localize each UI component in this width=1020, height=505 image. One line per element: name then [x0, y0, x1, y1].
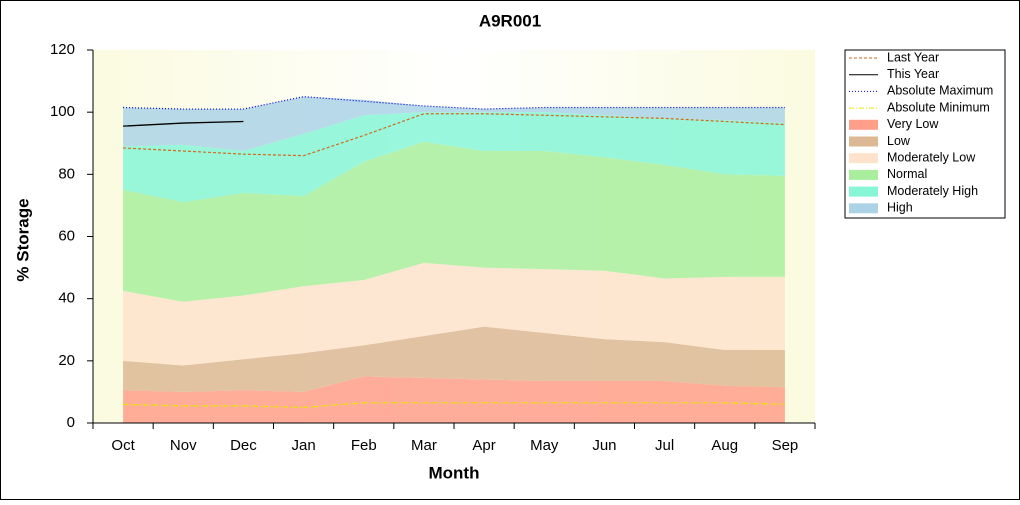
legend-swatch [849, 119, 878, 130]
x-tick-label: Jan [291, 437, 315, 454]
legend-swatch [849, 203, 878, 214]
legend-label: Absolute Minimum [887, 100, 990, 114]
band-area [123, 112, 785, 203]
band-area [123, 262, 785, 366]
series-line [123, 402, 785, 409]
x-tick-label: Feb [351, 437, 377, 454]
y-tick-label: 0 [67, 414, 75, 431]
legend-label: Low [887, 134, 911, 148]
series-line [123, 113, 785, 157]
x-tick-label: Aug [711, 437, 738, 454]
x-tick-label: Jun [592, 437, 616, 454]
y-tick-label: 120 [50, 41, 75, 58]
legend-swatch [849, 136, 878, 147]
legend-swatch [849, 153, 878, 164]
legend-label: This Year [887, 67, 939, 81]
y-tick-label: 20 [58, 352, 75, 369]
band-area [123, 376, 785, 423]
x-axis-label: Month [429, 463, 480, 482]
band-area [123, 141, 785, 302]
x-tick-label: Oct [111, 437, 135, 454]
legend-label: Normal [887, 167, 927, 181]
band-area [123, 326, 785, 392]
x-tick-label: Nov [170, 437, 197, 454]
series-line [123, 120, 244, 127]
x-tick-label: Mar [411, 437, 437, 454]
band-area [123, 96, 785, 152]
y-axis-label: % Storage [13, 198, 32, 281]
legend-swatch [849, 186, 878, 197]
legend-label: Very Low [887, 117, 939, 131]
x-tick-label: Dec [230, 437, 257, 454]
y-tick-label: 60 [58, 227, 75, 244]
legend-label: Moderately High [887, 184, 978, 198]
y-tick-label: 40 [58, 290, 75, 307]
legend-label: Absolute Maximum [887, 84, 993, 98]
y-tick-label: 80 [58, 165, 75, 182]
x-tick-label: May [530, 437, 559, 454]
legend-swatch [849, 169, 878, 180]
chart-title: A9R001 [479, 11, 541, 30]
legend-label: Moderately Low [887, 150, 976, 164]
x-tick-label: Sep [772, 437, 799, 454]
x-tick-label: Apr [472, 437, 495, 454]
legend-label: Last Year [887, 50, 939, 64]
legend-label: High [887, 201, 913, 215]
x-tick-label: Jul [655, 437, 674, 454]
y-tick-label: 100 [50, 103, 75, 120]
